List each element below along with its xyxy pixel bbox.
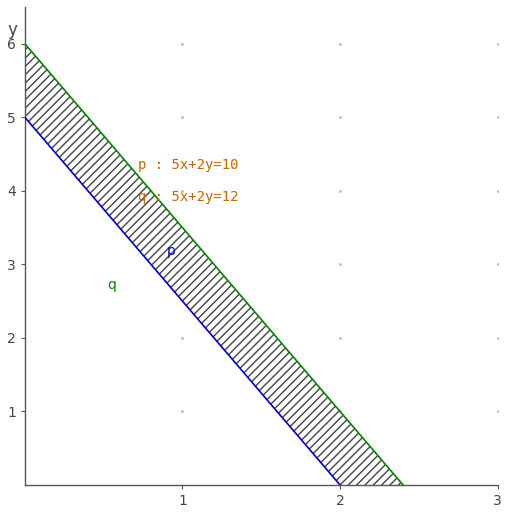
Text: q: q xyxy=(107,278,116,293)
Text: p: p xyxy=(166,245,176,259)
Text: y: y xyxy=(7,21,17,39)
Text: q : 5x+2y=12: q : 5x+2y=12 xyxy=(138,190,239,204)
Text: p : 5x+2y=10: p : 5x+2y=10 xyxy=(138,159,239,173)
